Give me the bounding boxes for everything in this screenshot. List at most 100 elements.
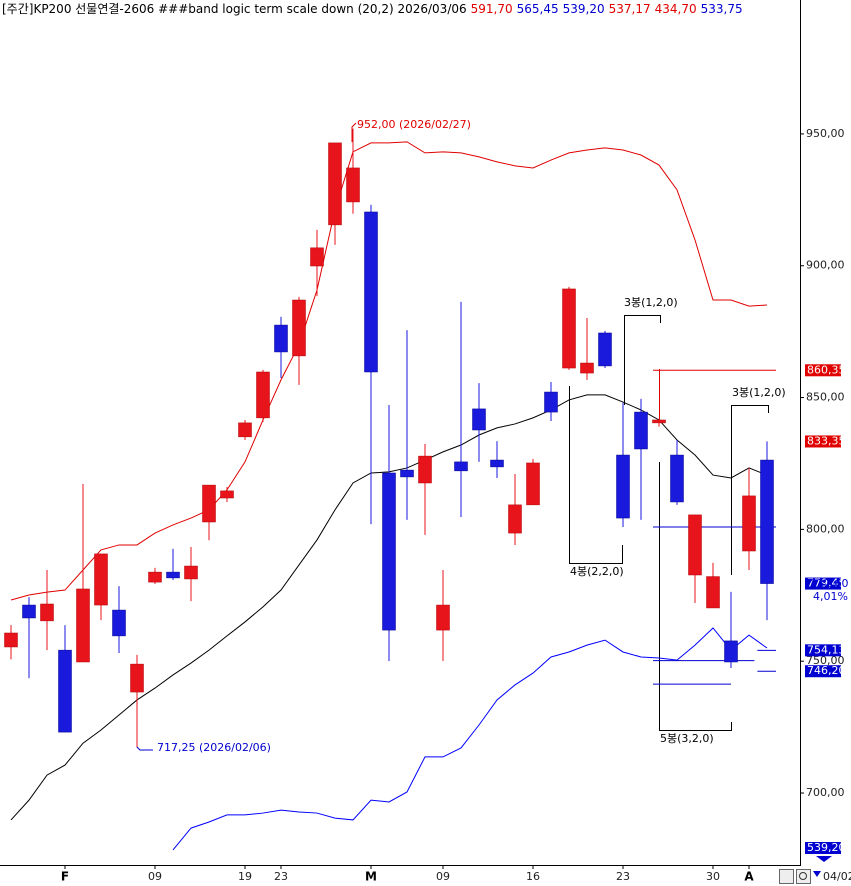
price-label-box [805,577,841,590]
header-value: 533,75 [701,2,743,16]
candle-body [382,472,396,631]
x-tick-label: 30 [706,870,720,883]
change-marker [805,579,813,585]
price-label: 860,35 [807,363,846,376]
plot-area [4,128,776,851]
annotation: 5봉(3,2,0) [660,732,714,745]
candle-body [526,462,540,506]
annotation-leader [351,122,357,142]
change: 32,60 [817,577,849,590]
candle-body [598,332,612,367]
candle-body [292,299,306,357]
bottom-label-box [805,842,841,854]
candle-body [508,504,522,534]
candle-body [184,565,198,580]
bracket [731,405,769,575]
y-tick-label: 750,00 [806,654,845,667]
annotation: 3봉(1,2,0) [732,386,786,399]
x-tick-label: 23 [616,870,630,883]
candle-body [760,459,774,584]
header: [주간]KP200 선물연결-2606 ###band logic term s… [2,2,743,16]
header-value: 537,17 [609,2,651,16]
candle-body [670,454,684,503]
candle-body [238,422,252,438]
annotation: 4봉(2,2,0) [570,565,624,578]
candle-body [364,211,378,373]
x-tick-label: 16 [526,870,540,883]
annotation: 717,25 (2026/02/06) [157,741,271,754]
candle-body [562,288,576,369]
annotation-leader [136,746,153,751]
y-tick-label: 800,00 [806,522,845,535]
price-label: 754,13 [807,643,846,656]
candle-body [580,362,594,374]
annotation: 3봉(1,2,0) [624,296,678,309]
marker [813,871,821,877]
price-label: 833,35 [807,434,846,447]
candle-body [724,640,738,663]
price-label: 779,45 [807,577,846,590]
bottom-marker [816,856,832,862]
candle-body [148,571,162,583]
candle-body [328,142,342,226]
candle-body [22,604,36,619]
x-tick-label: M [365,870,377,884]
zoom-icon [799,872,807,880]
header-value: 565,45 [517,2,559,16]
price-label: 746,20 [807,664,846,677]
bracket [569,386,623,564]
header-value: 591,70 [471,2,513,16]
y-tick-label: 700,00 [806,786,845,799]
candle-body [400,469,414,478]
bottom-label: 539,20 [807,841,846,854]
bracket [659,462,732,731]
x-tick-label: 23 [274,870,288,883]
candle-body [76,588,90,663]
candle-body [706,576,720,609]
candle-body [418,455,432,484]
price-label-box [805,435,841,448]
candle-body [652,419,666,424]
candle-body [274,324,288,353]
price-label-box [805,665,841,678]
price-label-box [805,364,841,377]
y-tick-label: 950,00 [806,127,845,140]
candle-body [40,603,54,622]
y-tick-label: 900,00 [806,259,845,272]
candle-body [454,461,468,472]
brackets [569,315,769,731]
candle-body [220,490,234,499]
candle-body [544,391,558,413]
candle-body [112,609,126,637]
x-tick-label: 19 [238,870,252,883]
candle-body [346,167,360,203]
last-date: 04/02 [823,870,851,883]
candle-body [436,604,450,631]
toolbar [779,869,821,884]
x-tick-label: F [61,870,69,884]
tool-icon[interactable] [796,869,811,884]
candle-body [616,454,630,519]
y-tick-label: 850,00 [806,391,845,404]
candle-body [166,571,180,579]
candle-body [742,495,756,552]
tool-icon[interactable] [779,869,794,884]
x-tick-label: 09 [148,870,162,883]
x-tick-label: 09 [436,870,450,883]
candle-body [472,408,486,431]
candle-body [202,484,216,523]
annotation: 952,00 (2026/02/27) [357,118,471,131]
header-value: 434,70 [655,2,697,16]
candle-body [58,649,72,733]
change-pct: 4,01% [813,590,848,603]
bracket [624,315,661,405]
candle-body [256,371,270,419]
candle-body [634,411,648,450]
header-value: 539,20 [563,2,605,16]
title: [주간]KP200 선물연결-2606 ###band logic term s… [2,2,467,16]
band-line [172,627,768,851]
candle-body [688,514,702,576]
price-label-box [805,644,841,657]
